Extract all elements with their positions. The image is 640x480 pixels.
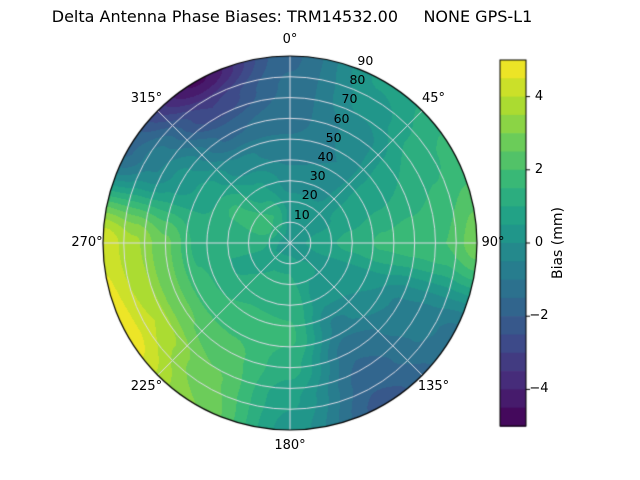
angular-tick-label: 270° bbox=[71, 235, 103, 250]
radial-tick-label: 50 bbox=[325, 129, 342, 145]
colorbar-tick-label: −2 bbox=[529, 308, 549, 324]
angular-tick-label: 315° bbox=[130, 91, 163, 107]
angular-tick-label: 180° bbox=[274, 438, 306, 453]
angular-tick-label: 225° bbox=[130, 378, 163, 394]
angular-tick-label: 90° bbox=[481, 235, 505, 250]
colorbar-tick-label: 2 bbox=[534, 161, 544, 177]
radial-tick-label: 90 bbox=[357, 52, 374, 68]
angular-tick-label: 0° bbox=[282, 32, 298, 47]
radial-tick-label: 60 bbox=[333, 110, 350, 126]
angular-tick-label: 45° bbox=[422, 91, 446, 107]
colorbar-tick-label: 0 bbox=[534, 235, 544, 250]
radial-tick-label: 70 bbox=[341, 91, 358, 107]
radial-tick-label: 40 bbox=[317, 148, 334, 164]
radial-tick-label: 80 bbox=[349, 72, 366, 88]
colorbar-tick-label: 4 bbox=[534, 88, 544, 104]
angular-tick-label: 135° bbox=[417, 378, 450, 394]
radial-tick-label: 10 bbox=[293, 206, 310, 222]
colorbar-axis-label: Bias (mm) bbox=[550, 206, 566, 280]
plot-title: Delta Antenna Phase Biases: TRM14532.00 … bbox=[51, 7, 533, 26]
radial-tick-label: 30 bbox=[309, 168, 326, 184]
colorbar-tick-label: −4 bbox=[529, 381, 549, 397]
radial-tick-label: 20 bbox=[301, 187, 318, 203]
